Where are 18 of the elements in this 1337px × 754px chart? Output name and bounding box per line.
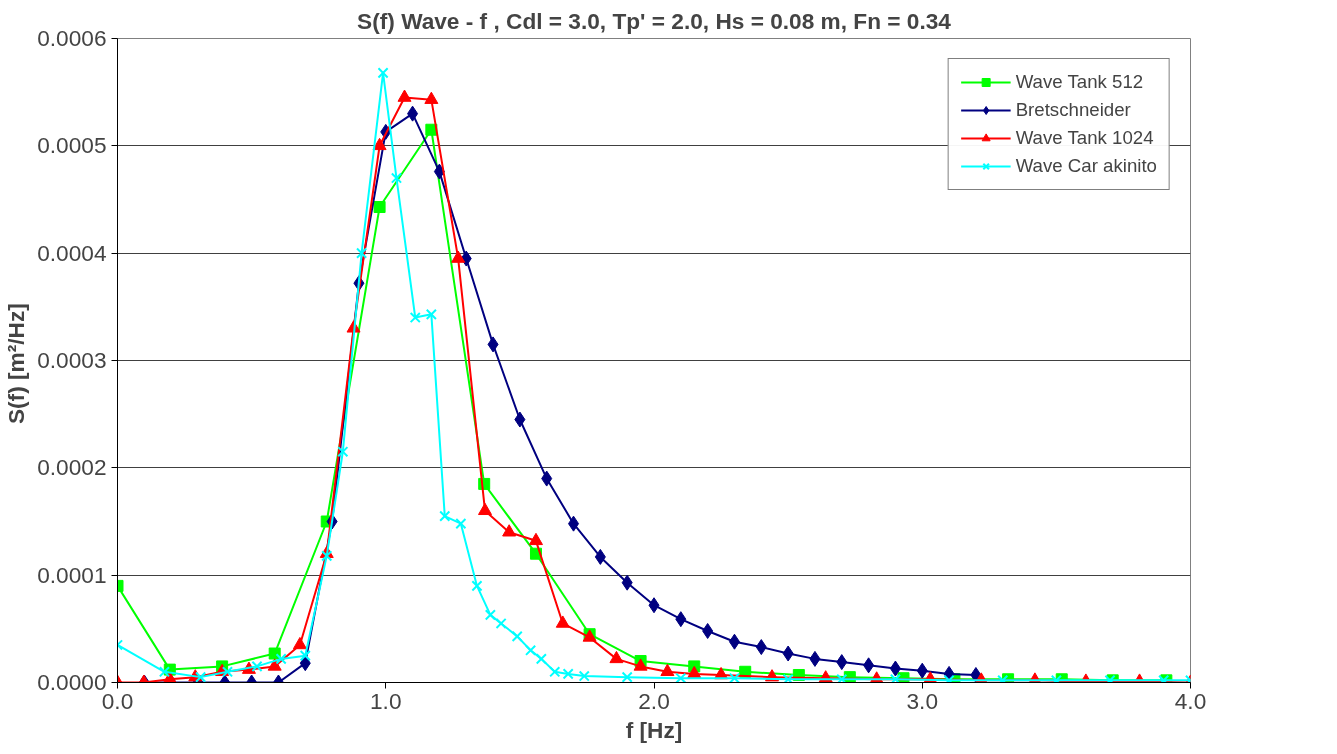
y-tick-label: 0.0006: [37, 25, 107, 51]
y-tick-label: 0.0001: [37, 561, 107, 588]
legend-label: Wave Tank 1024: [1015, 127, 1154, 149]
y-tick-label: 0.0003: [37, 347, 107, 373]
y-tick-label: 0.0002: [37, 454, 107, 481]
y-axis-title: S(f) [m²/Hz]: [3, 303, 30, 425]
x-tick-label: 1.0: [370, 687, 402, 714]
x-tick-label: 3.0: [906, 687, 938, 714]
legend-label: Wave Car akinito: [1015, 155, 1157, 177]
x-axis-title: f [Hz]: [625, 716, 683, 743]
chart-title: S(f) Wave - f , Cdl = 3.0, Tp' = 2.0, Hs = 0.08 m, Fn = 0.34: [357, 7, 952, 34]
legend-label: Wave Tank 512: [1015, 71, 1144, 93]
legend-label: Bretschneider: [1015, 99, 1131, 121]
x-tick-label: 4.0: [1174, 687, 1207, 714]
x-tick-label: 2.0: [638, 687, 670, 714]
y-tick-label: 0.0004: [37, 239, 107, 266]
y-tick-label: 0.0000: [37, 669, 107, 695]
y-tick-label: 0.0005: [37, 132, 107, 159]
